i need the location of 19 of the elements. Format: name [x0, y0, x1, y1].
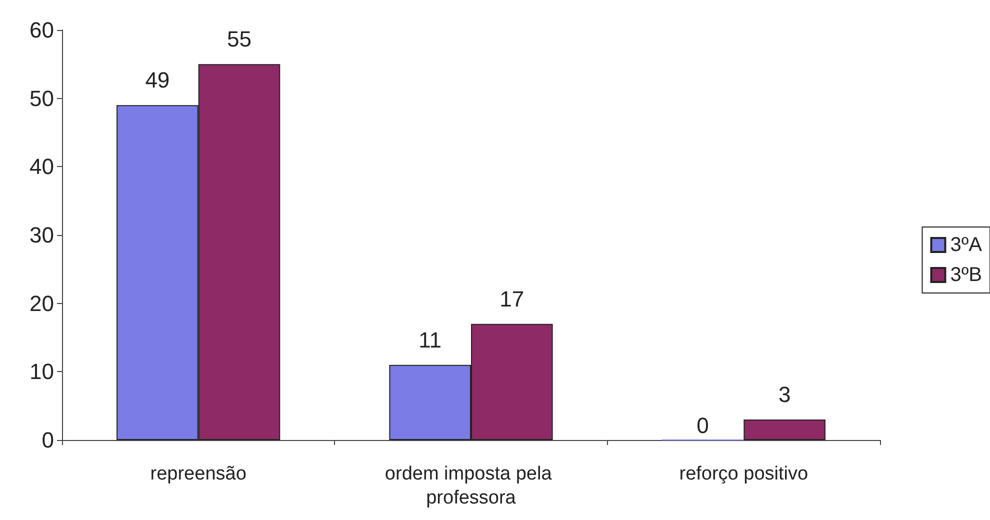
data-label: 17: [500, 286, 524, 312]
data-label: 0: [696, 413, 709, 438]
bar: [744, 420, 826, 440]
data-label: 11: [418, 327, 442, 352]
data-label: 49: [145, 68, 170, 93]
y-tick-label: 20: [30, 290, 54, 316]
y-tick-label: 60: [30, 18, 54, 42]
y-tick-label: 0: [42, 428, 54, 452]
x-tick-label: reforço positivo: [679, 464, 808, 484]
data-label: 3: [778, 382, 791, 407]
legend-label: 3ºB: [950, 264, 982, 286]
y-tick-label: 30: [30, 222, 54, 248]
data-label: 55: [226, 26, 252, 52]
y-tick-label: 10: [30, 359, 54, 384]
y-tick-label: 50: [30, 86, 54, 111]
x-tick-label: repreensão: [150, 464, 246, 484]
x-tick-label: ordem imposta pela professora: [384, 464, 558, 508]
legend-label: 3ºA: [950, 234, 983, 256]
y-tick-label: 40: [30, 154, 54, 180]
